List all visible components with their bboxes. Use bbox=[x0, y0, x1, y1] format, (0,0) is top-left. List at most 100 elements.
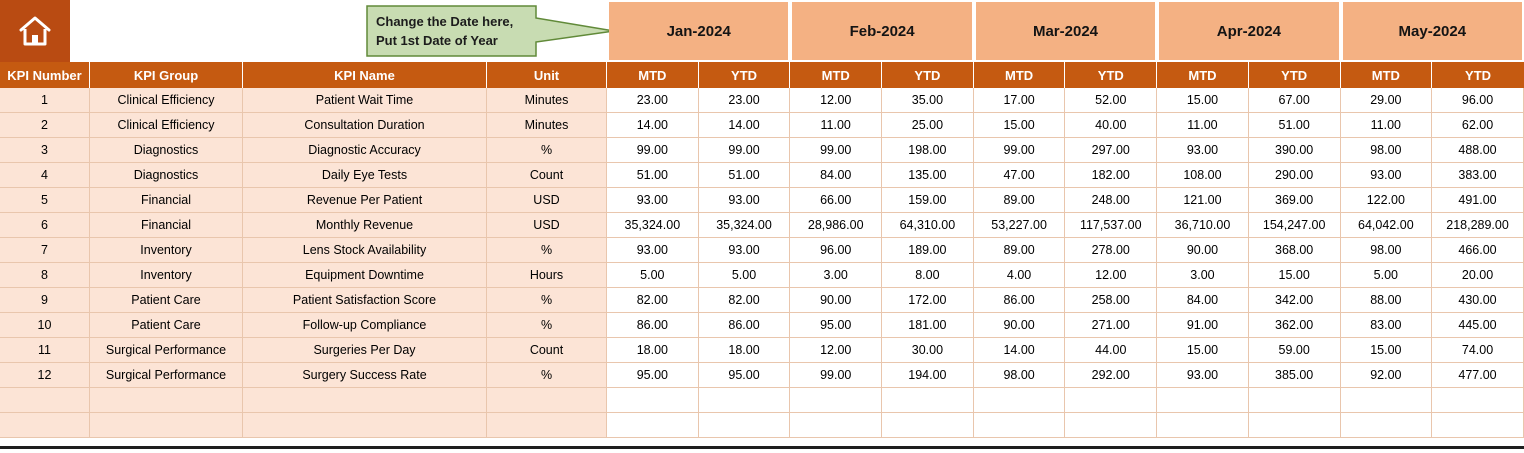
value-cell[interactable]: 15.00 bbox=[973, 113, 1066, 138]
value-cell[interactable]: 99.00 bbox=[790, 363, 883, 388]
value-cell[interactable]: 51.00 bbox=[698, 163, 791, 188]
unit-cell[interactable]: % bbox=[487, 288, 607, 313]
unit-cell[interactable]: % bbox=[487, 138, 607, 163]
kpi-name-cell[interactable]: Surgery Success Rate bbox=[243, 363, 487, 388]
ytd-header-cell[interactable]: YTD bbox=[1248, 62, 1341, 88]
value-cell[interactable]: 122.00 bbox=[1340, 188, 1433, 213]
value-cell[interactable]: 99.00 bbox=[607, 138, 699, 163]
kpi-number-cell[interactable]: 5 bbox=[0, 188, 90, 213]
mtd-header-cell[interactable]: MTD bbox=[973, 62, 1066, 88]
value-cell[interactable]: 93.00 bbox=[698, 188, 791, 213]
value-cell[interactable]: 40.00 bbox=[1065, 113, 1158, 138]
home-button[interactable] bbox=[0, 0, 70, 62]
value-cell[interactable]: 445.00 bbox=[1432, 313, 1524, 338]
value-cell[interactable]: 25.00 bbox=[882, 113, 974, 138]
empty-cell[interactable] bbox=[0, 413, 90, 438]
empty-cell[interactable] bbox=[487, 413, 607, 438]
month-header-cell[interactable]: Feb-2024 bbox=[792, 2, 972, 60]
value-cell[interactable]: 89.00 bbox=[973, 238, 1066, 263]
empty-cell[interactable] bbox=[790, 388, 883, 413]
unit-cell[interactable]: Count bbox=[487, 338, 607, 363]
value-cell[interactable]: 385.00 bbox=[1248, 363, 1341, 388]
kpi-group-cell[interactable]: Surgical Performance bbox=[90, 338, 243, 363]
kpi-group-cell[interactable]: Clinical Efficiency bbox=[90, 113, 243, 138]
mtd-header-cell[interactable]: MTD bbox=[1340, 62, 1433, 88]
unit-cell[interactable]: Minutes bbox=[487, 88, 607, 113]
kpi-number-header-cell[interactable]: KPI Number bbox=[0, 62, 90, 88]
value-cell[interactable]: 95.00 bbox=[790, 313, 883, 338]
kpi-number-cell[interactable]: 2 bbox=[0, 113, 90, 138]
value-cell[interactable]: 83.00 bbox=[1340, 313, 1433, 338]
empty-cell[interactable] bbox=[487, 388, 607, 413]
value-cell[interactable]: 30.00 bbox=[882, 338, 974, 363]
kpi-group-cell[interactable]: Financial bbox=[90, 188, 243, 213]
month-header-cell[interactable]: Mar-2024 bbox=[975, 2, 1156, 60]
value-cell[interactable]: 90.00 bbox=[790, 288, 883, 313]
value-cell[interactable]: 383.00 bbox=[1432, 163, 1524, 188]
kpi-group-cell[interactable]: Diagnostics bbox=[90, 138, 243, 163]
value-cell[interactable]: 93.00 bbox=[1157, 138, 1249, 163]
value-cell[interactable]: 47.00 bbox=[973, 163, 1066, 188]
kpi-name-cell[interactable]: Monthly Revenue bbox=[243, 213, 487, 238]
empty-cell[interactable] bbox=[1248, 413, 1341, 438]
empty-cell[interactable] bbox=[1248, 388, 1341, 413]
kpi-name-cell[interactable]: Revenue Per Patient bbox=[243, 188, 487, 213]
value-cell[interactable]: 14.00 bbox=[973, 338, 1066, 363]
empty-cell[interactable] bbox=[0, 388, 90, 413]
value-cell[interactable]: 23.00 bbox=[698, 88, 791, 113]
unit-cell[interactable]: % bbox=[487, 363, 607, 388]
mtd-header-cell[interactable]: MTD bbox=[790, 62, 883, 88]
value-cell[interactable]: 96.00 bbox=[790, 238, 883, 263]
value-cell[interactable]: 11.00 bbox=[1340, 113, 1433, 138]
value-cell[interactable]: 12.00 bbox=[790, 338, 883, 363]
ytd-header-cell[interactable]: YTD bbox=[1065, 62, 1158, 88]
value-cell[interactable]: 369.00 bbox=[1248, 188, 1341, 213]
empty-cell[interactable] bbox=[882, 413, 974, 438]
value-cell[interactable]: 258.00 bbox=[1065, 288, 1158, 313]
kpi-number-cell[interactable]: 11 bbox=[0, 338, 90, 363]
value-cell[interactable]: 108.00 bbox=[1157, 163, 1249, 188]
kpi-group-cell[interactable]: Patient Care bbox=[90, 313, 243, 338]
value-cell[interactable]: 15.00 bbox=[1248, 263, 1341, 288]
unit-cell[interactable]: USD bbox=[487, 213, 607, 238]
value-cell[interactable]: 51.00 bbox=[1248, 113, 1341, 138]
value-cell[interactable]: 99.00 bbox=[790, 138, 883, 163]
empty-cell[interactable] bbox=[243, 413, 487, 438]
kpi-number-cell[interactable]: 8 bbox=[0, 263, 90, 288]
kpi-number-cell[interactable]: 9 bbox=[0, 288, 90, 313]
kpi-number-cell[interactable]: 4 bbox=[0, 163, 90, 188]
value-cell[interactable]: 278.00 bbox=[1065, 238, 1158, 263]
kpi-name-cell[interactable]: Patient Wait Time bbox=[243, 88, 487, 113]
value-cell[interactable]: 17.00 bbox=[973, 88, 1066, 113]
value-cell[interactable]: 90.00 bbox=[973, 313, 1066, 338]
value-cell[interactable]: 93.00 bbox=[698, 238, 791, 263]
unit-cell[interactable]: Count bbox=[487, 163, 607, 188]
value-cell[interactable]: 93.00 bbox=[1157, 363, 1249, 388]
value-cell[interactable]: 84.00 bbox=[790, 163, 883, 188]
kpi-number-cell[interactable]: 10 bbox=[0, 313, 90, 338]
empty-cell[interactable] bbox=[1157, 413, 1249, 438]
value-cell[interactable]: 477.00 bbox=[1432, 363, 1524, 388]
kpi-number-cell[interactable]: 3 bbox=[0, 138, 90, 163]
value-cell[interactable]: 292.00 bbox=[1065, 363, 1158, 388]
empty-cell[interactable] bbox=[1065, 388, 1158, 413]
kpi-number-cell[interactable]: 6 bbox=[0, 213, 90, 238]
kpi-name-cell[interactable]: Patient Satisfaction Score bbox=[243, 288, 487, 313]
empty-cell[interactable] bbox=[607, 413, 699, 438]
kpi-group-cell[interactable]: Diagnostics bbox=[90, 163, 243, 188]
value-cell[interactable]: 82.00 bbox=[607, 288, 699, 313]
empty-cell[interactable] bbox=[698, 413, 791, 438]
value-cell[interactable]: 44.00 bbox=[1065, 338, 1158, 363]
kpi-group-header-cell[interactable]: KPI Group bbox=[90, 62, 243, 88]
value-cell[interactable]: 14.00 bbox=[607, 113, 699, 138]
value-cell[interactable]: 28,986.00 bbox=[790, 213, 883, 238]
value-cell[interactable]: 93.00 bbox=[607, 188, 699, 213]
value-cell[interactable]: 12.00 bbox=[790, 88, 883, 113]
value-cell[interactable]: 64,310.00 bbox=[882, 213, 974, 238]
unit-header-cell[interactable]: Unit bbox=[487, 62, 607, 88]
kpi-group-cell[interactable]: Inventory bbox=[90, 263, 243, 288]
value-cell[interactable]: 90.00 bbox=[1157, 238, 1249, 263]
value-cell[interactable]: 95.00 bbox=[607, 363, 699, 388]
value-cell[interactable]: 362.00 bbox=[1248, 313, 1341, 338]
value-cell[interactable]: 67.00 bbox=[1248, 88, 1341, 113]
